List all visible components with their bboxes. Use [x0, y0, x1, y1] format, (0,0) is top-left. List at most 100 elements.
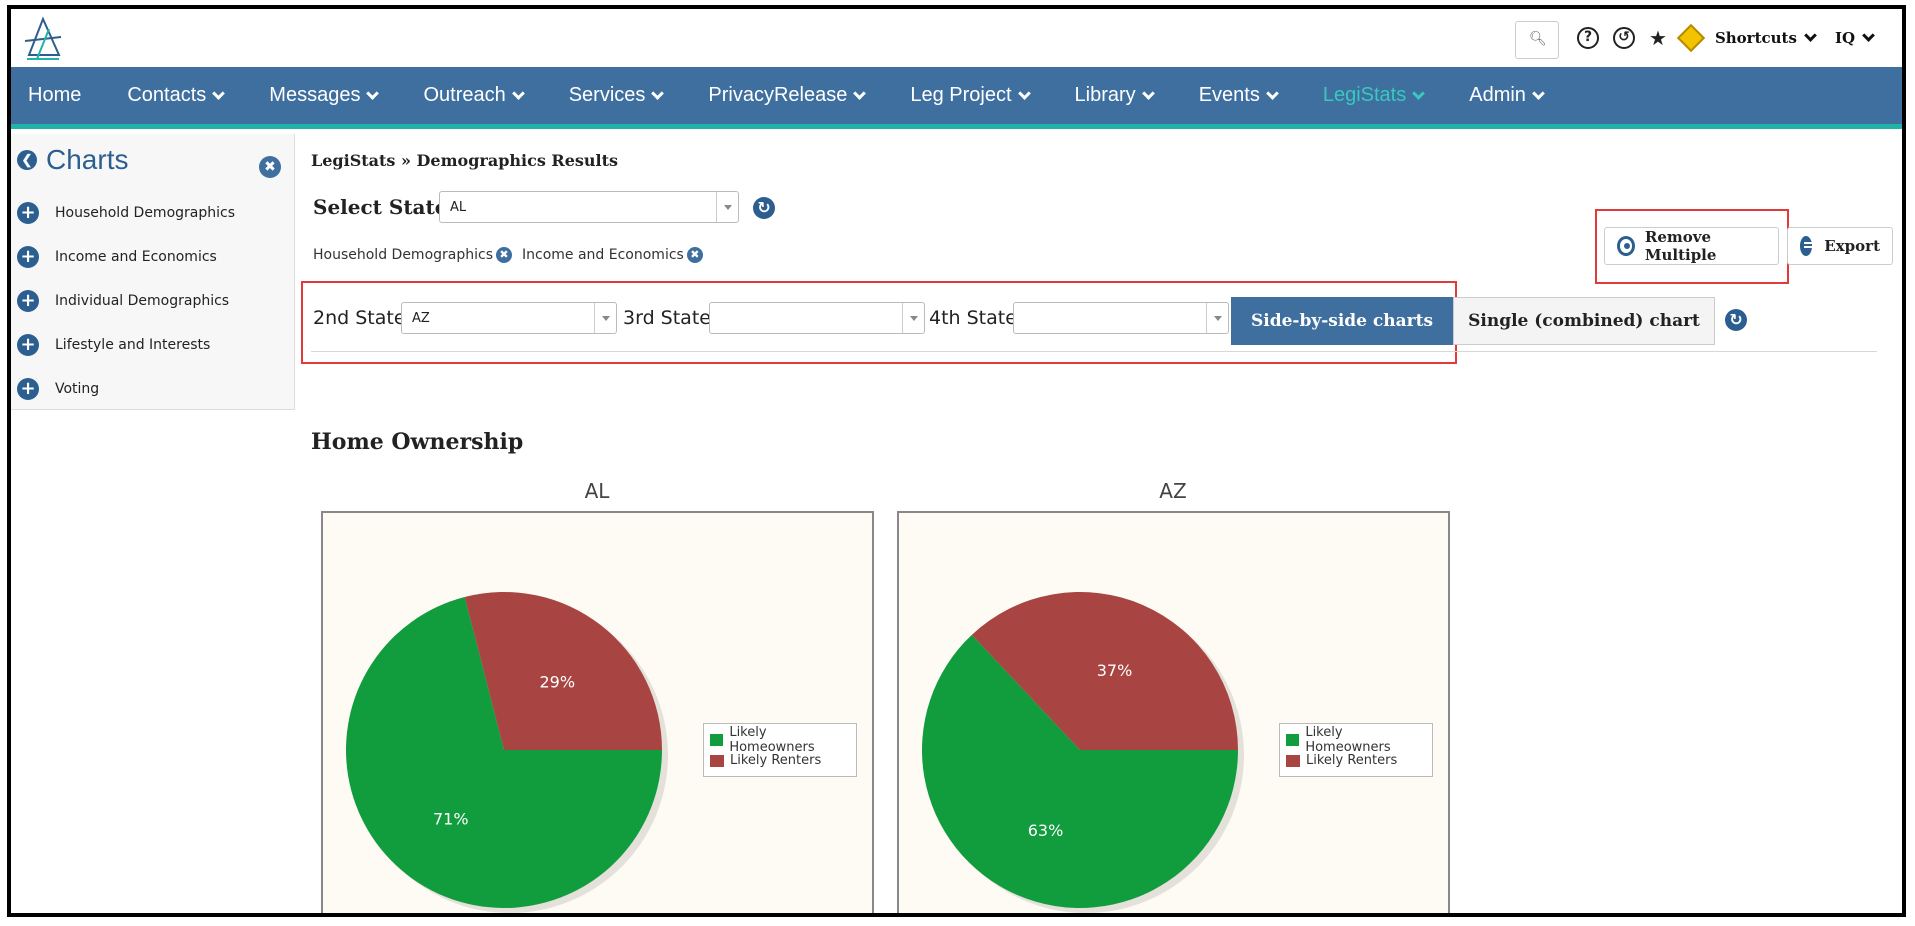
sidebar-item-label: Individual Demographics [55, 293, 230, 309]
chevron-down-icon [511, 86, 525, 100]
section-title: Home Ownership [311, 429, 524, 455]
pie-slice-likely-renters[interactable] [971, 592, 1238, 750]
sidebar-item-voting[interactable]: + Voting [17, 378, 99, 400]
chevron-down-icon [651, 86, 665, 100]
pie-slice-likely-homeowners[interactable] [346, 596, 662, 908]
nav-item-services[interactable]: Services [568, 84, 665, 107]
chevron-down-icon [1141, 86, 1155, 100]
refresh-compare-icon[interactable]: ↻ [1725, 309, 1747, 331]
top-bar: 🔍︎ ? ↺ ★ Shortcuts IQ [11, 9, 1902, 67]
dropdown-arrow-icon [902, 303, 924, 333]
export-button[interactable]: Export [1787, 227, 1893, 265]
help-icon[interactable]: ? [1577, 27, 1599, 49]
sidebar-item-household-demographics[interactable]: + Household Demographics [17, 202, 235, 224]
remove-tag-icon[interactable]: ✖ [496, 247, 512, 263]
nav-item-label: Contacts [127, 84, 207, 106]
active-tag: Income and Economics ✖ [522, 247, 703, 263]
user-menu[interactable]: IQ [1834, 29, 1875, 47]
plus-icon: + [17, 290, 39, 312]
second-state-label: 2nd State [313, 307, 406, 329]
legend-label: Likely Homeowners [729, 724, 815, 755]
chevron-down-icon [1862, 29, 1875, 42]
chevron-down-icon [1532, 86, 1545, 100]
pie-svg: 63% 37% [922, 592, 1244, 913]
legend-item[interactable]: Likely Renters [1286, 750, 1426, 771]
nav-item-library[interactable]: Library [1075, 84, 1155, 107]
sidebar-title[interactable]: ❮ Charts [17, 144, 128, 176]
plus-icon: + [17, 246, 39, 268]
sidebar-item-lifestyle-and-interests[interactable]: + Lifestyle and Interests [17, 334, 210, 356]
logo-icon[interactable] [19, 15, 67, 63]
active-tag: Household Demographics ✖ [313, 247, 512, 263]
nav-item-label: LegiStats [1322, 84, 1407, 106]
select-state-label: Select State [313, 195, 448, 219]
state-select[interactable]: AL [439, 191, 739, 223]
nav-item-label: Outreach [423, 84, 506, 106]
nav-item-label: Messages [269, 84, 361, 106]
legend-label: Likely Renters [1306, 753, 1398, 768]
legend-item[interactable]: Likely Homeowners [1286, 725, 1426, 755]
gear-icon [1617, 236, 1635, 256]
side-by-side-button[interactable]: Side-by-side charts [1231, 297, 1453, 345]
second-state-select[interactable]: AZ [401, 302, 617, 334]
remove-tag-icon[interactable]: ✖ [686, 247, 703, 263]
single-chart-button[interactable]: Single (combined) chart [1453, 297, 1715, 345]
alert-icon[interactable] [1676, 23, 1706, 53]
history-clock-icon[interactable]: ↺ [1613, 27, 1635, 49]
chevron-down-icon [1804, 29, 1817, 42]
legend-swatch [1286, 733, 1300, 746]
pie-data-label: 63% [1028, 821, 1064, 840]
nav-item-privacyrelease[interactable]: PrivacyRelease [708, 84, 867, 107]
app-frame: 🔍︎ ? ↺ ★ Shortcuts IQ Home Contacts Messag… [7, 5, 1906, 917]
chevron-down-icon [366, 86, 380, 100]
pie-chart-al: 71% 29% Likely Homeowners Likely Renters [321, 511, 874, 913]
legend-swatch [710, 733, 724, 746]
legend-label: Likely Homeowners [1305, 724, 1391, 755]
nav-item-home[interactable]: Home [28, 84, 81, 107]
star-icon[interactable]: ★ [1649, 26, 1667, 50]
nav-item-label: Home [28, 84, 82, 106]
close-icon[interactable]: ✖ [259, 156, 281, 178]
search-icon: 🔍︎ [1529, 31, 1547, 47]
chevron-down-icon [1265, 86, 1279, 100]
search-button[interactable]: 🔍︎ [1515, 21, 1559, 59]
pie-data-label: 29% [539, 672, 575, 691]
sidebar-item-label: Voting [55, 381, 100, 397]
legend-item[interactable]: Likely Renters [710, 750, 850, 771]
nav-item-messages[interactable]: Messages [269, 84, 380, 107]
chart-legend: Likely Homeowners Likely Renters [703, 723, 857, 777]
remove-multiple-label: Remove Multiple [1644, 228, 1717, 264]
nav-item-contacts[interactable]: Contacts [127, 84, 226, 107]
shortcuts-label: Shortcuts [1714, 29, 1797, 47]
sidebar-item-income-and-economics[interactable]: + Income and Economics [17, 246, 217, 268]
shortcuts-menu[interactable]: Shortcuts [1714, 29, 1817, 47]
user-label: IQ [1834, 29, 1856, 47]
collapse-left-icon[interactable]: ❮ [17, 150, 37, 170]
pie-slice-likely-homeowners[interactable] [922, 634, 1238, 908]
nav-item-label: Admin [1469, 84, 1526, 106]
breadcrumb: LegiStats » Demographics Results [311, 151, 618, 170]
tag-label: Household Demographics [313, 247, 493, 263]
remove-multiple-button[interactable]: Remove Multiple [1604, 227, 1779, 265]
nav-item-admin[interactable]: Admin [1469, 84, 1545, 107]
fourth-state-select[interactable] [1013, 302, 1229, 334]
third-state-select[interactable] [709, 302, 925, 334]
chevron-down-icon [212, 86, 226, 100]
nav-item-leg-project[interactable]: Leg Project [910, 84, 1031, 107]
divider [311, 351, 1877, 352]
refresh-icon[interactable]: ↻ [753, 197, 775, 219]
pie-chart-az: 63% 37% Likely Homeowners Likely Renters [897, 511, 1450, 913]
export-label: Export [1824, 237, 1880, 255]
sidebar-title-label: Charts [46, 144, 129, 175]
nav-item-legistats[interactable]: LegiStats [1322, 84, 1426, 107]
sidebar-item-individual-demographics[interactable]: + Individual Demographics [17, 290, 229, 312]
nav-item-events[interactable]: Events [1199, 84, 1279, 107]
list-icon [1800, 236, 1817, 256]
nav-item-label: Services [568, 84, 646, 106]
chart-title: AL [584, 479, 610, 503]
pie-slice-likely-renters[interactable] [464, 592, 662, 750]
nav-item-label: Leg Project [910, 84, 1012, 106]
nav-item-outreach[interactable]: Outreach [423, 84, 525, 107]
sidebar-item-label: Household Demographics [55, 205, 235, 221]
legend-item[interactable]: Likely Homeowners [710, 725, 850, 755]
